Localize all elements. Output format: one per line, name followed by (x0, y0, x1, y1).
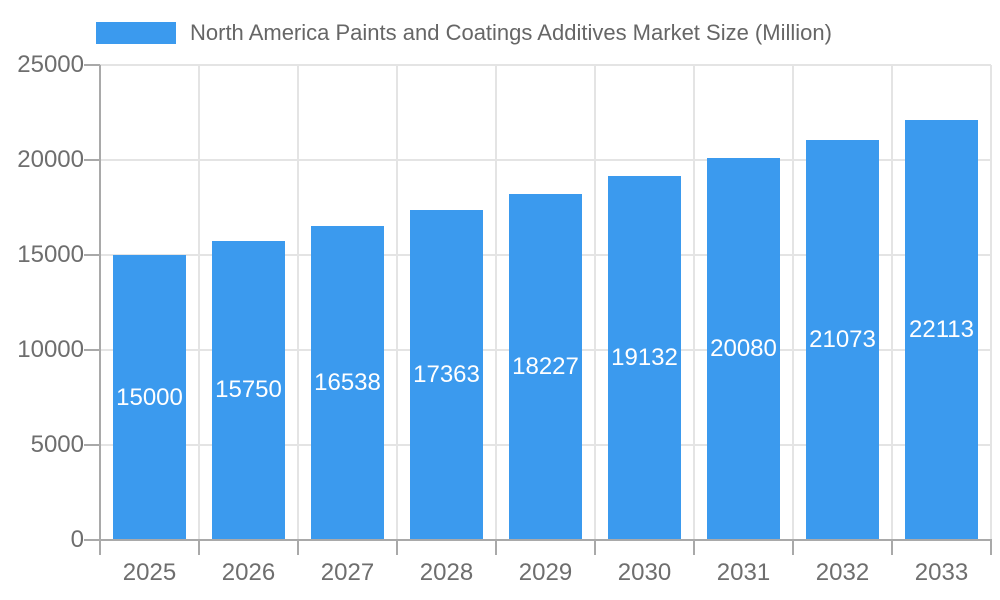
bar-value-label: 19132 (611, 344, 678, 372)
y-axis-tick-label: 0 (70, 526, 84, 553)
x-gridline (198, 65, 200, 540)
x-gridline (891, 65, 893, 540)
bar-value-label: 16538 (314, 368, 381, 396)
x-gridline (297, 65, 299, 540)
y-axis-tick (84, 159, 100, 161)
bar-2027[interactable] (311, 225, 384, 540)
x-gridline (990, 65, 992, 540)
y-axis-tick (84, 444, 100, 446)
y-axis-tick-label: 5000 (30, 431, 84, 458)
bar-2031[interactable] (707, 158, 780, 540)
y-gridline (100, 64, 991, 66)
y-axis-tick (84, 349, 100, 351)
x-axis-tick (297, 539, 299, 555)
x-axis-line (99, 539, 992, 541)
legend-label[interactable]: North America Paints and Coatings Additi… (190, 20, 832, 45)
x-axis-tick-label: 2030 (617, 559, 672, 586)
bar-2028[interactable] (410, 210, 483, 540)
y-axis-tick (84, 539, 100, 541)
bar-2032[interactable] (806, 139, 879, 540)
y-axis-tick (84, 64, 100, 66)
x-axis-tick (99, 539, 101, 555)
x-gridline (792, 65, 794, 540)
bar-value-label: 21073 (809, 325, 876, 353)
x-axis-tick (396, 539, 398, 555)
bar-value-label: 20080 (710, 335, 777, 363)
x-axis-tick (495, 539, 497, 555)
x-axis-tick-label: 2033 (914, 559, 969, 586)
x-axis-tick (594, 539, 596, 555)
bar-2025[interactable] (113, 255, 186, 540)
x-gridline (396, 65, 398, 540)
x-axis-tick (792, 539, 794, 555)
bar-2029[interactable] (509, 193, 582, 540)
x-axis-tick-label: 2025 (122, 559, 177, 586)
y-gridline (100, 159, 991, 161)
x-gridline (594, 65, 596, 540)
x-axis-tick (891, 539, 893, 555)
y-axis-tick-label: 10000 (17, 336, 84, 363)
y-axis-tick (84, 254, 100, 256)
bar-value-label: 17363 (413, 361, 480, 389)
x-axis-tick (198, 539, 200, 555)
x-gridline (693, 65, 695, 540)
bar-2030[interactable] (608, 176, 681, 540)
bar-value-label: 15750 (215, 376, 282, 404)
x-axis-tick (990, 539, 992, 555)
chart-legend[interactable]: North America Paints and Coatings Additi… (96, 20, 832, 46)
bar-value-label: 15000 (116, 383, 183, 411)
bar-2026[interactable] (212, 240, 285, 540)
bar-value-label: 18227 (512, 352, 579, 380)
x-axis-tick-label: 2028 (419, 559, 474, 586)
y-axis-tick-label: 25000 (17, 51, 84, 78)
y-axis-tick-label: 15000 (17, 241, 84, 268)
legend-swatch[interactable] (96, 22, 176, 44)
bar-value-label: 22113 (909, 315, 974, 343)
x-axis-tick-label: 2027 (320, 559, 375, 586)
y-axis-tick-label: 20000 (17, 146, 84, 173)
x-gridline (495, 65, 497, 540)
bar-2033[interactable] (905, 119, 978, 540)
x-axis-tick-label: 2031 (716, 559, 771, 586)
y-axis-line (99, 65, 101, 542)
x-axis-tick (693, 539, 695, 555)
x-axis-tick-label: 2032 (815, 559, 870, 586)
x-axis-tick-label: 2029 (518, 559, 573, 586)
x-axis-tick-label: 2026 (221, 559, 276, 586)
